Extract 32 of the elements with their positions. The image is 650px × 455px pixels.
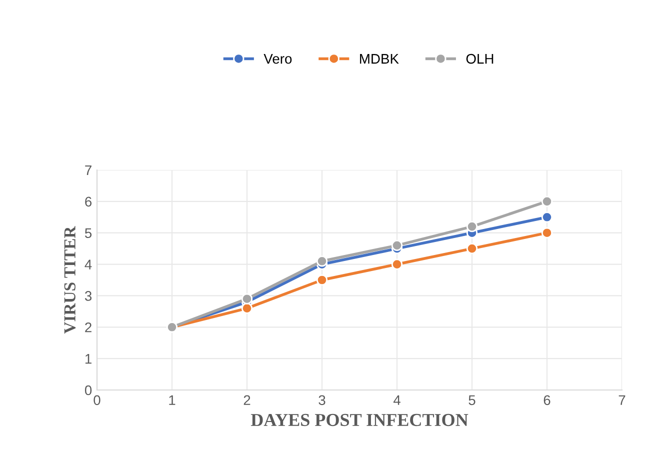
y-tick-label: 5 xyxy=(84,228,92,238)
x-tick-label: 6 xyxy=(544,395,550,406)
x-tick-label: 3 xyxy=(318,395,326,406)
point xyxy=(316,274,328,286)
x-tick-label: 5 xyxy=(468,395,476,406)
y-tick-label: 7 xyxy=(85,165,92,176)
x-tick-label: 0 xyxy=(94,395,100,406)
legend-label: OLH xyxy=(466,54,494,64)
legend-label: MDBK xyxy=(360,54,399,64)
x-tick-label: 1 xyxy=(169,395,176,405)
legend-label: Vero xyxy=(264,54,292,64)
y-tick-label: 2 xyxy=(85,322,92,332)
y-tick-label: 6 xyxy=(85,196,92,207)
point xyxy=(241,302,253,314)
y-tick-label: 1 xyxy=(85,354,92,364)
point xyxy=(316,256,328,267)
x-tick-label: 7 xyxy=(618,395,626,405)
point xyxy=(391,258,403,270)
point xyxy=(466,221,478,232)
y-axis-title: VIRUS TITER xyxy=(64,226,76,334)
point xyxy=(541,212,553,223)
point xyxy=(466,243,478,254)
y-tick-label: 0 xyxy=(84,385,92,396)
point xyxy=(241,293,253,304)
x-tick-label: 2 xyxy=(244,395,250,405)
y-tick-label: 3 xyxy=(84,291,92,301)
point xyxy=(541,196,553,207)
x-tick-label: 4 xyxy=(393,395,400,405)
point xyxy=(541,227,553,238)
y-tick-label: 4 xyxy=(84,260,92,270)
point xyxy=(391,240,403,251)
x-axis-title: DAYES POST INFECTION xyxy=(250,414,468,426)
